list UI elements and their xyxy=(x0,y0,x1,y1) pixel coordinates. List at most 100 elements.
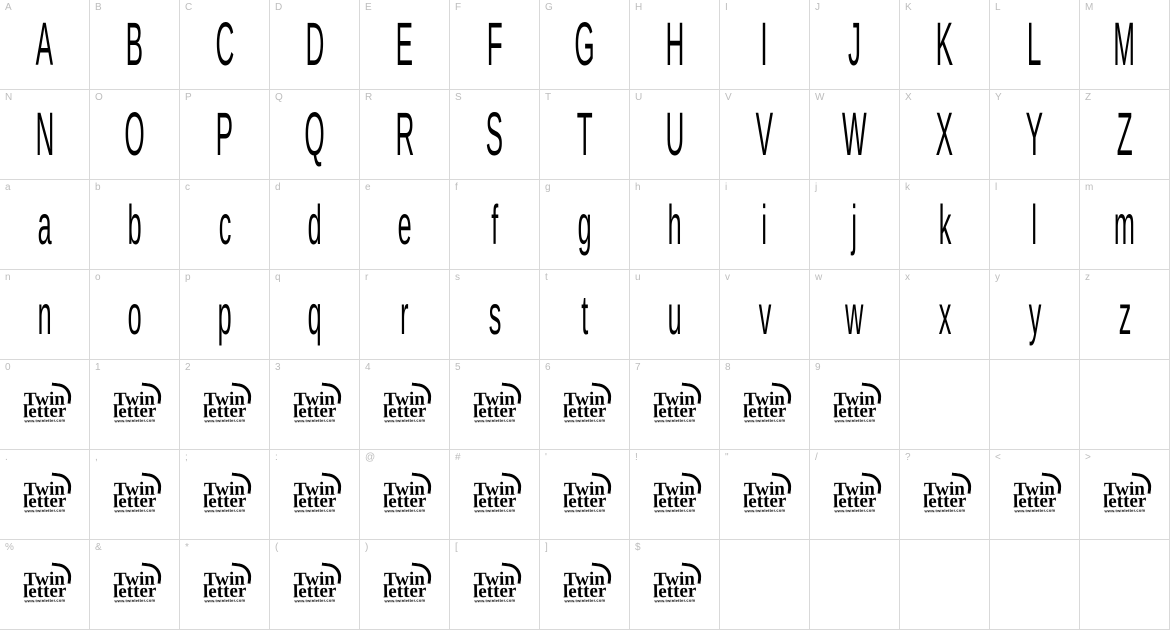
cell-label: " xyxy=(725,453,729,463)
charmap-cell: AA xyxy=(0,0,90,90)
charmap-cell: @Twinletterwww.twinletter.com xyxy=(360,450,450,540)
cell-label: Z xyxy=(1085,93,1091,103)
cell-label: N xyxy=(5,93,12,103)
twin-letter-fallback-glyph: Twinletterwww.twinletter.com xyxy=(113,483,157,514)
cell-label: < xyxy=(995,453,1001,463)
glyph: Y xyxy=(1026,104,1043,165)
charmap-cell xyxy=(1080,360,1170,450)
cell-label: j xyxy=(815,183,817,193)
cell-label: . xyxy=(5,453,8,463)
cell-label: v xyxy=(725,273,730,283)
cell-label: [ xyxy=(455,543,458,553)
cell-label: B xyxy=(95,3,102,13)
charmap-cell: VV xyxy=(720,90,810,180)
glyph: K xyxy=(936,14,953,75)
twin-line2: letter xyxy=(23,585,66,599)
charmap-cell: ww xyxy=(810,270,900,360)
glyph: b xyxy=(127,197,141,253)
charmap-cell xyxy=(990,540,1080,630)
charmap-row: NNOOPPQQRRSSTTUUVVWWXXYYZZ xyxy=(0,90,1170,180)
glyph: m xyxy=(1114,197,1135,253)
glyph: H xyxy=(665,14,684,75)
cell-label: 9 xyxy=(815,363,821,373)
twin-letter-fallback-glyph: Twinletterwww.twinletter.com xyxy=(23,573,67,604)
charmap-cell: 2Twinletterwww.twinletter.com xyxy=(180,360,270,450)
charmap-cell xyxy=(990,360,1080,450)
twin-sub: www.twinletter.com xyxy=(1013,510,1056,514)
cell-label: # xyxy=(455,453,461,463)
charmap-cell: QQ xyxy=(270,90,360,180)
glyph: F xyxy=(487,14,503,75)
charmap-row: aabbccddeeffgghhiijjkkllmm xyxy=(0,180,1170,270)
charmap-cell: yy xyxy=(990,270,1080,360)
glyph: n xyxy=(37,287,51,343)
twin-letter-fallback-glyph: Twinletterwww.twinletter.com xyxy=(743,483,787,514)
twin-sub: www.twinletter.com xyxy=(293,510,336,514)
cell-label: l xyxy=(995,183,997,193)
cell-label: t xyxy=(545,273,548,283)
charmap-cell: pp xyxy=(180,270,270,360)
glyph: x xyxy=(938,287,951,343)
charmap-cell: PP xyxy=(180,90,270,180)
charmap-cell: uu xyxy=(630,270,720,360)
glyph: i xyxy=(762,197,768,253)
twin-letter-fallback-glyph: Twinletterwww.twinletter.com xyxy=(293,573,337,604)
charmap-cell: YY xyxy=(990,90,1080,180)
twin-letter-fallback-glyph: Twinletterwww.twinletter.com xyxy=(203,393,247,424)
twin-sub: www.twinletter.com xyxy=(653,600,696,604)
charmap-grid: AABBCCDDEEFFGGHHIIJJKKLLMMNNOOPPQQRRSSTT… xyxy=(0,0,1170,630)
charmap-cell: 'Twinletterwww.twinletter.com xyxy=(540,450,630,540)
charmap-cell: hh xyxy=(630,180,720,270)
twin-line2: letter xyxy=(113,495,156,509)
charmap-cell xyxy=(900,360,990,450)
cell-label: e xyxy=(365,183,371,193)
twin-sub: www.twinletter.com xyxy=(473,420,516,424)
cell-label: b xyxy=(95,183,101,193)
charmap-cell: ee xyxy=(360,180,450,270)
glyph: O xyxy=(124,104,144,165)
twin-sub: www.twinletter.com xyxy=(383,600,426,604)
twin-line2: letter xyxy=(23,405,66,419)
charmap-cell: TT xyxy=(540,90,630,180)
charmap-cell: !Twinletterwww.twinletter.com xyxy=(630,450,720,540)
twin-letter-fallback-glyph: Twinletterwww.twinletter.com xyxy=(923,483,967,514)
glyph: S xyxy=(486,104,503,165)
cell-label: w xyxy=(815,273,822,283)
charmap-cell: 9Twinletterwww.twinletter.com xyxy=(810,360,900,450)
charmap-cell: ZZ xyxy=(1080,90,1170,180)
twin-line2: letter xyxy=(473,585,516,599)
glyph: Z xyxy=(1117,104,1133,165)
charmap-cell: ?Twinletterwww.twinletter.com xyxy=(900,450,990,540)
twin-letter-fallback-glyph: Twinletterwww.twinletter.com xyxy=(113,573,157,604)
glyph: v xyxy=(758,287,771,343)
charmap-cell: *Twinletterwww.twinletter.com xyxy=(180,540,270,630)
glyph: C xyxy=(215,14,234,75)
twin-sub: www.twinletter.com xyxy=(653,420,696,424)
twin-line2: letter xyxy=(743,405,786,419)
glyph: r xyxy=(400,287,408,343)
charmap-row: %Twinletterwww.twinletter.com&Twinletter… xyxy=(0,540,1170,630)
twin-sub: www.twinletter.com xyxy=(563,600,606,604)
charmap-cell xyxy=(900,540,990,630)
twin-sub: www.twinletter.com xyxy=(293,420,336,424)
twin-letter-fallback-glyph: Twinletterwww.twinletter.com xyxy=(293,483,337,514)
glyph: y xyxy=(1028,287,1041,343)
charmap-cell xyxy=(1080,540,1170,630)
charmap-cell: tt xyxy=(540,270,630,360)
twin-sub: www.twinletter.com xyxy=(833,420,876,424)
cell-label: T xyxy=(545,93,551,103)
twin-sub: www.twinletter.com xyxy=(23,420,66,424)
cell-label: 6 xyxy=(545,363,551,373)
glyph: M xyxy=(1114,14,1136,75)
cell-label: i xyxy=(725,183,727,193)
cell-label: X xyxy=(905,93,912,103)
cell-label: u xyxy=(635,273,641,283)
glyph: d xyxy=(307,197,321,253)
cell-label: x xyxy=(905,273,910,283)
charmap-cell: #Twinletterwww.twinletter.com xyxy=(450,450,540,540)
charmap-cell: DD xyxy=(270,0,360,90)
cell-label: / xyxy=(815,453,818,463)
twin-sub: www.twinletter.com xyxy=(743,420,786,424)
twin-letter-fallback-glyph: Twinletterwww.twinletter.com xyxy=(563,483,607,514)
cell-label: R xyxy=(365,93,372,103)
